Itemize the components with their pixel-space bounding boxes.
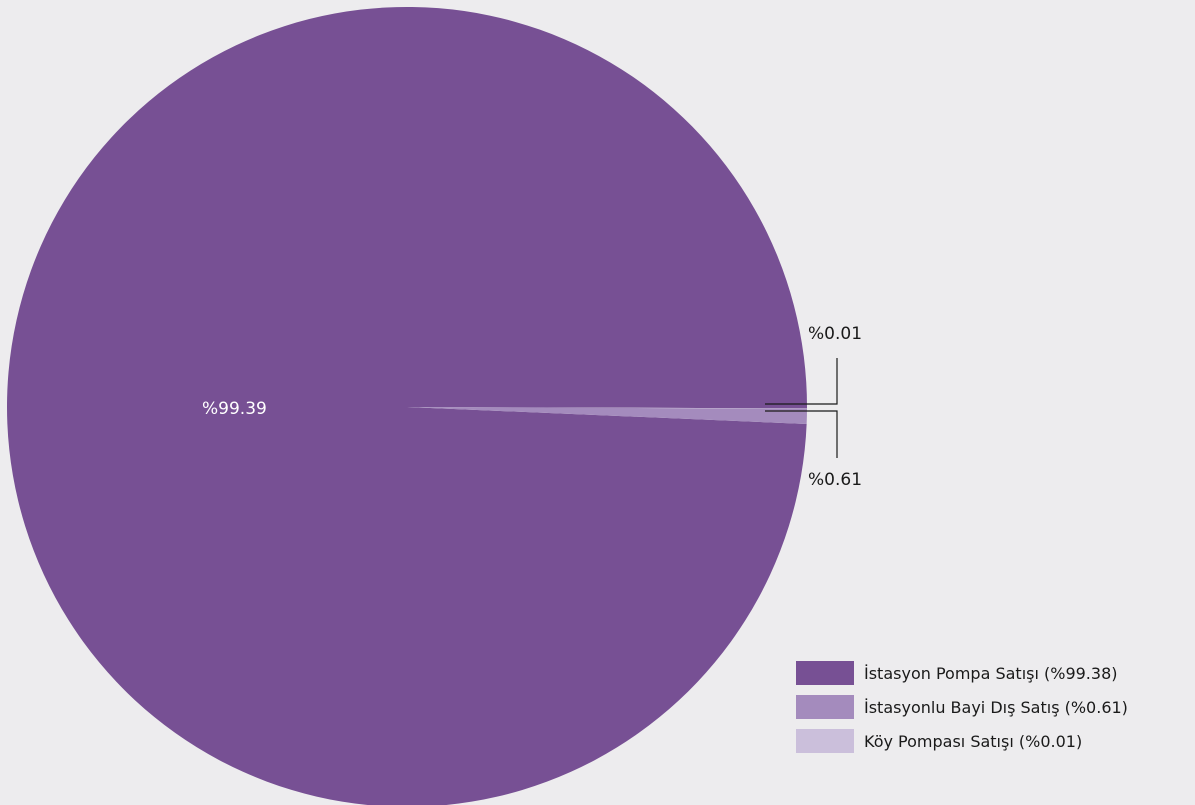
data-label: %0.61: [808, 470, 862, 490]
legend-label: İstasyon Pompa Satışı (%99.38): [864, 663, 1118, 683]
legend-swatch: [796, 695, 854, 719]
legend-item: İstasyon Pompa Satışı (%99.38): [796, 660, 1128, 686]
legend-item: İstasyonlu Bayi Dış Satış (%0.61): [796, 694, 1128, 720]
legend-label: Köy Pompası Satışı (%0.01): [864, 731, 1083, 751]
leader-lines: [765, 358, 838, 458]
leader-line: [765, 358, 838, 405]
legend-item: Köy Pompası Satışı (%0.01): [796, 728, 1128, 754]
data-labels: %99.39 %0.01 %0.61: [202, 324, 862, 490]
legend-label: İstasyonlu Bayi Dış Satış (%0.61): [864, 697, 1128, 717]
pie-slice: [407, 407, 807, 424]
legend-swatch: [796, 729, 854, 753]
leader-line: [765, 410, 838, 458]
legend: İstasyon Pompa Satışı (%99.38) İstasyonl…: [796, 660, 1128, 762]
pie-slice: [7, 6, 808, 805]
data-label: %99.39: [202, 399, 267, 419]
legend-swatch: [796, 661, 854, 685]
pie-slice: [407, 407, 807, 409]
data-label: %0.01: [808, 324, 862, 344]
pie-slices: [7, 6, 808, 805]
